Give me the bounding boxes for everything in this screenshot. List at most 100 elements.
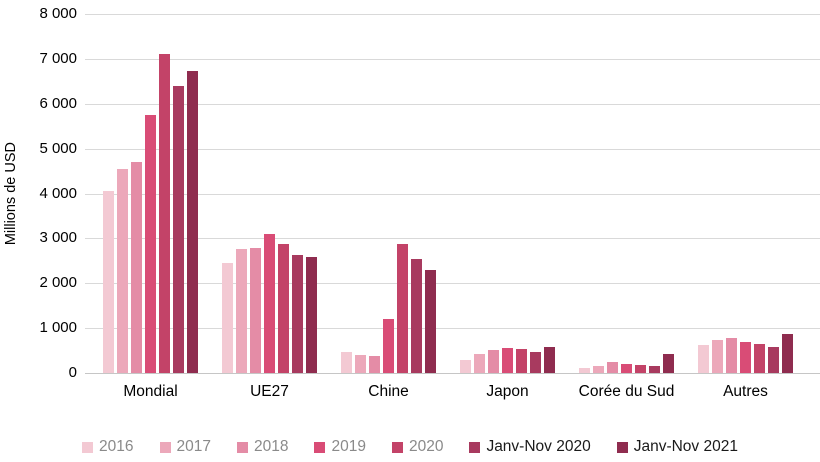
y-tick-label: 2 000	[39, 274, 77, 292]
legend-swatch-icon	[469, 441, 481, 453]
bar-chine-janv-nov-2020	[411, 259, 422, 373]
bar-japon-2017	[474, 353, 485, 373]
bar-chine-2016	[341, 352, 352, 373]
bar-chine-2019	[383, 319, 394, 373]
legend-swatch-icon	[82, 441, 94, 453]
bar-japon-janv-nov-2020	[530, 352, 541, 373]
bar-corée-du-sud-2018	[607, 361, 618, 373]
bar-chine-janv-nov-2021	[425, 269, 436, 373]
bar-autres-2020	[754, 344, 765, 373]
bars	[460, 14, 555, 373]
legend-label: Janv-Nov 2020	[486, 438, 591, 455]
legend-item-2018: 2018	[236, 438, 289, 456]
legend-label: 2018	[253, 438, 289, 455]
bar-autres-janv-nov-2021	[782, 334, 793, 373]
gridline	[85, 193, 820, 195]
category-label-japon: Japon	[486, 383, 529, 400]
legend-swatch-icon	[159, 441, 171, 453]
bar-japon-2019	[502, 347, 513, 373]
legend-swatch-icon	[314, 441, 326, 453]
y-tick-label: 3 000	[39, 229, 77, 247]
bar-group-japon: Japon	[460, 14, 555, 400]
category-label-autres: Autres	[723, 383, 768, 400]
y-tick-label: 1 000	[39, 319, 77, 337]
bar-corée-du-sud-2016	[579, 368, 590, 373]
bar-corée-du-sud-janv-nov-2020	[649, 366, 660, 373]
bars	[222, 14, 317, 373]
bar-group-chine: Chine	[341, 14, 436, 400]
y-tick-label: 7 000	[39, 49, 77, 67]
legend-label: 2020	[408, 438, 444, 455]
bar-japon-2018	[488, 349, 499, 373]
bar-japon-2016	[460, 360, 471, 373]
legend-label: 2017	[176, 438, 211, 455]
bar-ue27-2018	[250, 247, 261, 373]
y-tick-label: 5 000	[39, 139, 77, 157]
bar-ue27-2016	[222, 263, 233, 373]
bar-autres-2018	[726, 338, 737, 373]
bar-corée-du-sud-2019	[621, 364, 632, 373]
legend: 2016 2017 2018 2019 2020 Janv-Nov 2020 Janv-No…	[0, 438, 820, 456]
plot-area: Mondial UE27 Chine Japon Corée du Sud Autres	[85, 14, 820, 400]
legend-label: 2016	[99, 438, 134, 455]
bar-ue27-janv-nov-2020	[292, 254, 303, 373]
x-axis-line	[85, 373, 820, 374]
bars	[698, 14, 793, 373]
bar-group-corée-du-sud: Corée du Sud	[579, 14, 674, 400]
legend-swatch-icon	[616, 441, 628, 453]
bar-mondial-janv-nov-2021	[187, 71, 198, 373]
bar-ue27-2020	[278, 243, 289, 373]
legend-item-janv-nov-2020: Janv-Nov 2020	[469, 438, 591, 456]
y-tick-label: 6 000	[39, 94, 77, 112]
y-axis-ticks: 8 000 7 000 6 000 5 000 4 000 3 000 2 000 1 000…	[0, 0, 77, 462]
bar-group-autres: Autres	[698, 14, 793, 400]
gridline	[85, 283, 820, 285]
legend-swatch-icon	[391, 441, 403, 453]
bars	[579, 14, 674, 373]
bar-autres-janv-nov-2020	[768, 346, 779, 373]
legend-item-janv-nov-2021: Janv-Nov 2021	[616, 438, 738, 456]
bar-group-ue27: UE27	[222, 14, 317, 400]
bar-mondial-2019	[145, 114, 156, 373]
bar-ue27-janv-nov-2021	[306, 256, 317, 373]
gridline	[85, 238, 820, 240]
bar-chine-2018	[369, 356, 380, 373]
y-tick-label: 8 000	[39, 5, 77, 22]
bar-autres-2019	[740, 342, 751, 373]
bar-mondial-2017	[117, 168, 128, 373]
y-tick-label: 4 000	[39, 184, 77, 202]
gridline	[85, 103, 820, 105]
legend-item-2019: 2019	[314, 438, 366, 456]
y-tick-label: 0	[68, 364, 77, 381]
gridline	[85, 148, 820, 150]
bar-corée-du-sud-2017	[593, 365, 604, 373]
bar-corée-du-sud-2020	[635, 364, 646, 373]
bar-autres-2017	[712, 340, 723, 373]
bar-group-mondial: Mondial	[103, 14, 198, 400]
category-label-mondial: Mondial	[123, 383, 178, 400]
bar-autres-2016	[698, 344, 709, 373]
bar-groups: Mondial UE27 Chine Japon Corée du Sud Autres	[85, 14, 820, 400]
legend-swatch-icon	[236, 441, 248, 453]
bar-japon-janv-nov-2021	[544, 346, 555, 373]
bar-mondial-2020	[159, 53, 170, 373]
legend-label: 2019	[331, 438, 366, 455]
category-label-ue27: UE27	[250, 383, 289, 400]
bar-mondial-2018	[131, 162, 142, 373]
legend-item-2017: 2017	[159, 438, 211, 456]
gridline	[85, 328, 820, 330]
legend-item-2016: 2016	[82, 438, 134, 456]
gridline	[85, 14, 820, 15]
bar-corée-du-sud-janv-nov-2021	[663, 354, 674, 373]
bar-ue27-2017	[236, 249, 247, 373]
bar-mondial-janv-nov-2020	[173, 85, 184, 373]
gridline	[85, 58, 820, 60]
category-label-chine: Chine	[368, 383, 409, 400]
bar-chine-2020	[397, 244, 408, 373]
bar-chine-2017	[355, 354, 366, 373]
bar-ue27-2019	[264, 234, 275, 373]
bars	[103, 14, 198, 373]
bar-mondial-2016	[103, 191, 114, 373]
category-label-corée-du-sud: Corée du Sud	[578, 383, 675, 400]
